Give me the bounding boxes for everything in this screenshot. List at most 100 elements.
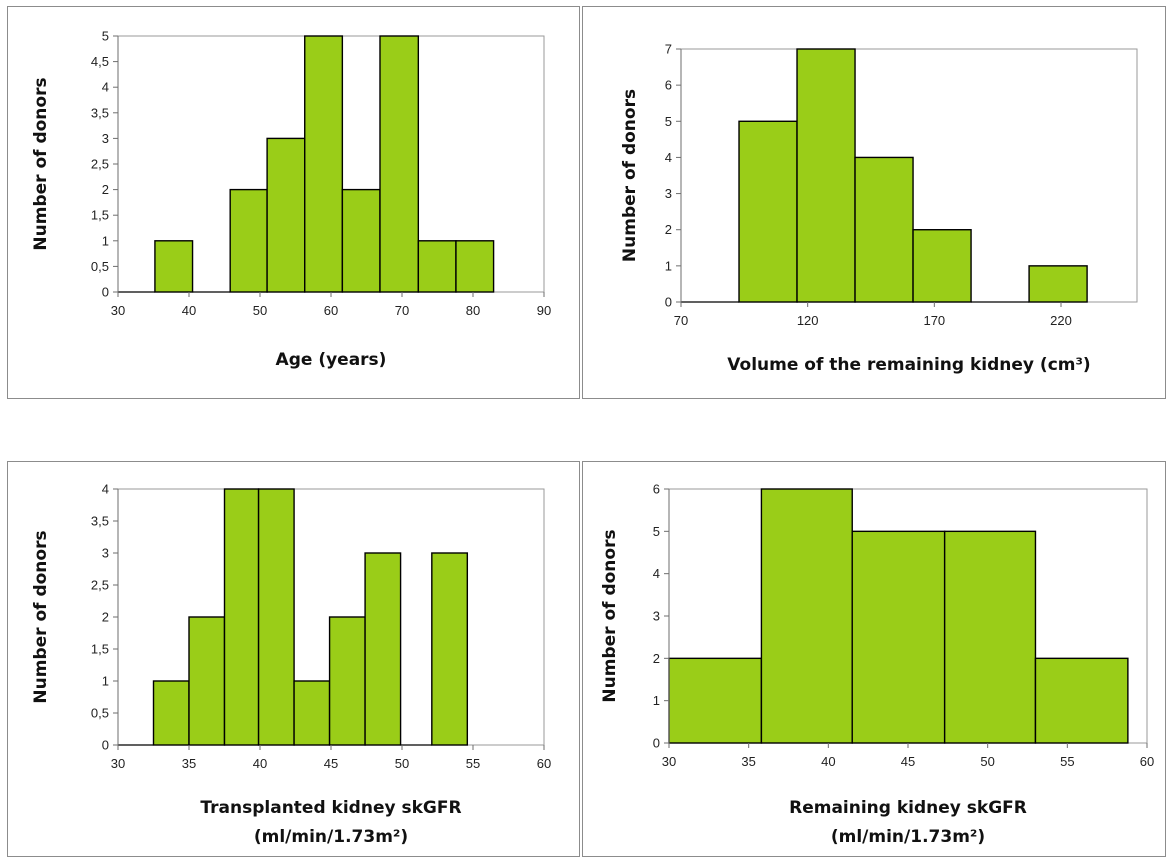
histogram-bar — [431, 552, 469, 746]
x-tick-label: 35 — [182, 756, 196, 771]
y-tick-label: 4 — [653, 566, 660, 581]
y-axis-title: Number of donors — [620, 89, 640, 262]
y-tick-label: 5 — [102, 29, 109, 44]
x-axis-title: Remaining kidney skGFR — [789, 798, 1027, 818]
x-tick-label: 40 — [182, 303, 196, 318]
y-tick-label: 6 — [665, 78, 672, 93]
histogram-bar — [379, 35, 420, 293]
y-tick-label: 3 — [102, 546, 109, 561]
histogram-bar — [188, 616, 226, 746]
x-tick-label: 80 — [466, 303, 480, 318]
histogram-bar — [154, 240, 194, 293]
x-axis-title-line2: (ml/min/1.73m²) — [831, 827, 985, 847]
x-tick-label: 55 — [1060, 754, 1074, 769]
histogram-bar — [943, 530, 1037, 744]
y-axis-title: Number of donors — [31, 530, 51, 703]
histogram-bar — [912, 229, 972, 303]
y-tick-label: 5 — [653, 524, 660, 539]
y-tick-label: 2 — [665, 222, 672, 237]
chart-volume: 0 1 2 3 4 5 6 7 70 120 170 220 Volume of the remaini… — [620, 42, 1138, 375]
histogram-bar — [738, 120, 798, 303]
x-axis-title-line2: (ml/min/1.73m²) — [254, 827, 408, 847]
histogram-bar — [668, 657, 763, 744]
y-tick-label: 4 — [665, 150, 672, 165]
y-tick-label: 0 — [653, 736, 660, 751]
y-tick-label: 3 — [665, 186, 672, 201]
histogram-bar — [851, 530, 946, 744]
x-tick-label: 170 — [923, 313, 945, 328]
y-tick-label: 1 — [665, 258, 672, 273]
histogram-bar — [152, 680, 190, 746]
y-tick-label: 2,5 — [91, 578, 109, 593]
histogram-bar — [1034, 657, 1129, 744]
histogram-bar — [328, 616, 366, 746]
x-tick-label: 60 — [537, 756, 551, 771]
x-axis-title: Transplanted kidney skGFR — [200, 798, 461, 818]
y-tick-label: 3,5 — [91, 105, 109, 120]
y-tick-label: 1 — [102, 233, 109, 248]
y-tick-label: 4,5 — [91, 54, 109, 69]
chart-transplanted-skgfr: 0 0,5 1 1,5 2 2,5 3 3,5 4 30 35 40 45 50 55 60 Transplan… — [31, 482, 551, 848]
y-tick-label: 0,5 — [91, 706, 109, 721]
y-tick-label: 4 — [102, 482, 109, 497]
y-tick-label: 0 — [102, 738, 109, 753]
y-tick-label: 1,5 — [91, 642, 109, 657]
chart-age: 0 0,5 1 1,5 2 2,5 3 3,5 4 4,5 5 30 40 50 60 70 80 90 Age (… — [31, 29, 551, 371]
x-tick-label: 70 — [395, 303, 409, 318]
x-tick-label: 50 — [980, 754, 994, 769]
y-tick-label: 7 — [665, 42, 672, 57]
x-tick-label: 40 — [821, 754, 835, 769]
y-tick-label: 3 — [102, 131, 109, 146]
y-axis-title: Number of donors — [600, 529, 620, 702]
x-tick-label: 30 — [111, 303, 125, 318]
histogram-bar — [364, 552, 402, 746]
x-tick-label: 90 — [537, 303, 551, 318]
histogram-bar — [417, 240, 457, 293]
x-tick-label: 70 — [674, 313, 688, 328]
x-tick-label: 120 — [797, 313, 819, 328]
x-tick-label: 50 — [253, 303, 267, 318]
histogram-bar — [341, 188, 381, 293]
x-tick-label: 40 — [253, 756, 267, 771]
histogram-bar — [455, 240, 495, 293]
x-tick-label: 60 — [324, 303, 338, 318]
y-tick-label: 2,5 — [91, 157, 109, 172]
y-tick-label: 2 — [102, 182, 109, 197]
x-tick-label: 35 — [741, 754, 755, 769]
y-tick-label: 0 — [102, 285, 109, 300]
x-tick-label: 60 — [1140, 754, 1154, 769]
x-tick-label: 45 — [324, 756, 338, 771]
histogram-bar — [796, 48, 856, 303]
x-tick-label: 220 — [1050, 313, 1072, 328]
y-tick-label: 1 — [102, 674, 109, 689]
histogram-bar — [1028, 265, 1088, 303]
y-tick-label: 1 — [653, 693, 660, 708]
y-tick-label: 2 — [102, 610, 109, 625]
x-tick-label: 45 — [901, 754, 915, 769]
y-tick-label: 4 — [102, 80, 109, 95]
y-tick-label: 2 — [653, 651, 660, 666]
y-tick-label: 3,5 — [91, 514, 109, 529]
chart-panel-remaining-skgfr: 0 1 2 3 4 5 6 30 35 40 45 50 55 60 Remaining kidney sk… — [582, 461, 1166, 857]
histogram-bar — [854, 156, 914, 303]
y-tick-label: 3 — [653, 609, 660, 624]
histogram-bar — [223, 488, 260, 746]
chart-panel-volume: 0 1 2 3 4 5 6 7 70 120 170 220 Volume of the remaini… — [582, 6, 1166, 399]
y-axis-title: Number of donors — [31, 77, 51, 250]
x-tick-label: 50 — [395, 756, 409, 771]
histogram-bar — [760, 488, 853, 744]
chart-panel-transplanted-skgfr: 0 0,5 1 1,5 2 2,5 3 3,5 4 30 35 40 45 50 55 60 Transplan… — [7, 461, 580, 857]
y-tick-label: 0,5 — [91, 259, 109, 274]
histogram-bar — [257, 488, 295, 746]
y-tick-label: 1,5 — [91, 208, 109, 223]
histogram-bar — [229, 188, 268, 293]
x-tick-label: 30 — [662, 754, 676, 769]
x-axis-title: Volume of the remaining kidney (cm³) — [727, 355, 1090, 375]
histogram-bar — [266, 137, 306, 293]
histogram-bar — [293, 680, 331, 746]
x-tick-label: 55 — [466, 756, 480, 771]
y-tick-label: 0 — [665, 295, 672, 310]
x-tick-label: 30 — [111, 756, 125, 771]
histogram-bar — [304, 35, 344, 293]
